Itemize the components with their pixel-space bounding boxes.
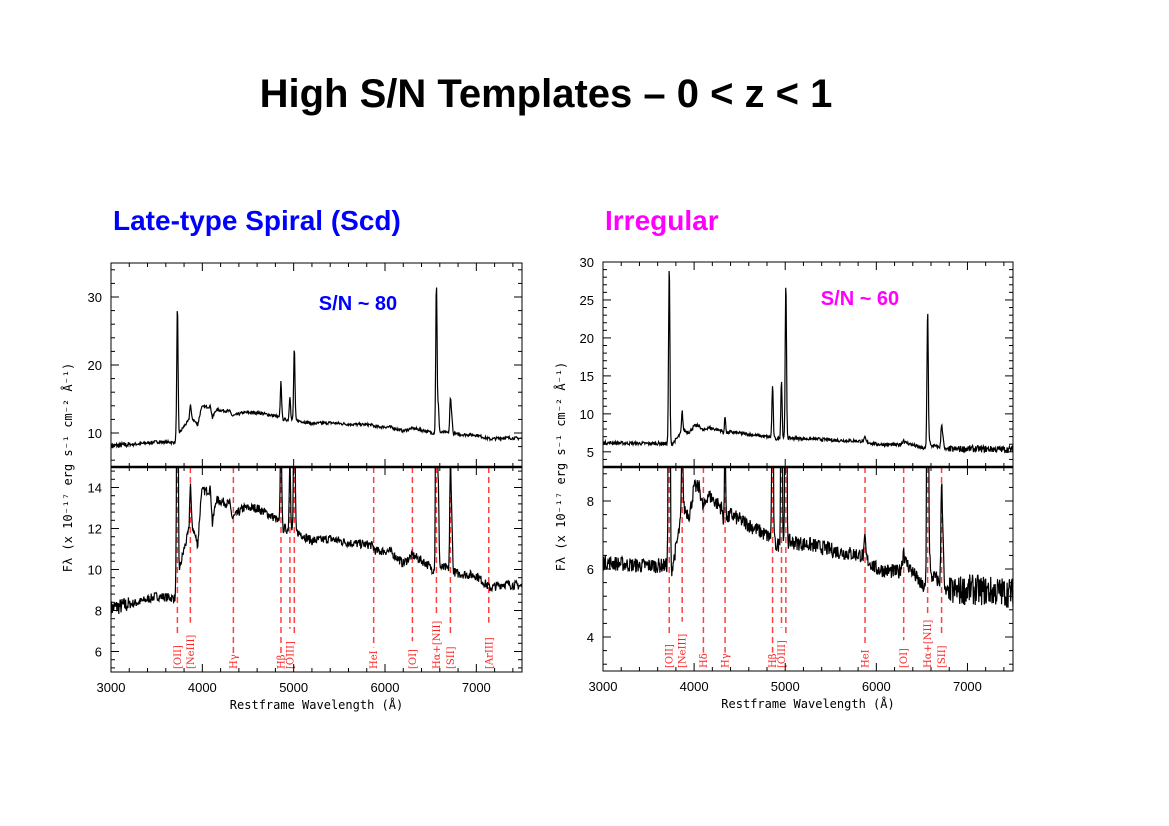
y-tick-label: 30 [580,255,594,270]
line-marker-label: [SII] [937,645,948,668]
x-tick-label: 3000 [589,679,618,694]
line-marker-label: Hγ [229,654,240,669]
bottom-panel-frame [110,466,523,673]
y-tick-label: 6 [587,562,594,577]
line-marker-label: [OIII] [777,640,788,668]
y-axis-label: Fλ (x 10⁻¹⁷ erg s⁻¹ cm⁻² Å⁻¹) [553,362,568,572]
y-tick-label: 8 [587,494,594,509]
bottom-panel-spectrum-line [603,467,1013,608]
left-chart-title: Late-type Spiral (Scd) [113,205,401,236]
line-marker-label: [OII] [173,645,184,669]
x-tick-label: 4000 [188,680,217,695]
y-tick-label: 30 [88,290,102,305]
page-title: High S/N Templates – 0 < z < 1 [259,72,833,116]
y-tick-label: 10 [88,563,102,578]
top-panel-spectrum-line [111,287,522,449]
y-tick-label: 10 [580,407,594,422]
y-tick-label: 8 [95,604,102,619]
line-marker-label: Hβ [768,653,779,668]
line-marker-label: Hα+[NII] [923,620,934,668]
x-tick-label: 7000 [462,680,491,695]
signal-to-noise-label: S/N ~ 80 [319,293,397,315]
line-marker-label: [NeIII] [678,634,689,668]
y-tick-label: 12 [88,522,102,537]
y-axis-label: Fλ (x 10⁻¹⁷ erg s⁻¹ cm⁻² Å⁻¹) [60,363,75,573]
y-tick-label: 15 [580,369,594,384]
y-tick-label: 4 [587,630,594,645]
line-marker-label: [OII] [665,644,676,668]
x-tick-label: 3000 [97,680,126,695]
top-panel-frame [110,262,523,468]
line-marker-label: [NeIII] [186,635,197,669]
y-tick-label: 10 [88,426,102,441]
line-marker-label: [OI] [899,648,910,668]
y-tick-label: 5 [587,445,594,460]
top-panel-frame [602,261,1014,468]
left-spectrum-chart: 10 20 30 [OII] [NeIII] Hγ Hβ[OIII] HeI [OI] Hα+[N… [60,262,523,712]
x-axis-label: Restframe Wavelength (Å) [230,697,403,712]
x-tick-label: 4000 [680,679,709,694]
y-tick-label: 25 [580,293,594,308]
y-tick-label: 20 [88,358,102,373]
line-marker-label: Hδ [699,653,710,668]
line-marker-label: HeI [861,649,872,668]
right-spectrum-chart: 5 10 15 20 25 30 [OII] [NeIII] Hδ Hγ Hβ[OIII] HeI [O… [553,255,1014,711]
x-tick-label: 6000 [371,680,400,695]
line-marker-label: [OIII] [285,641,296,669]
line-marker-label: Hβ [276,654,287,669]
top-panel-spectrum-line [603,270,1013,454]
line-marker-label: [SII] [446,646,457,669]
x-tick-label: 5000 [771,679,800,694]
y-tick-label: 14 [88,481,102,496]
signal-to-noise-label: S/N ~ 60 [821,288,899,310]
line-marker-label: [ArIII] [484,637,495,669]
x-axis-label: Restframe Wavelength (Å) [721,696,894,711]
x-tick-label: 5000 [279,680,308,695]
line-marker-label: HeI [369,650,380,669]
line-marker-label: [OI] [408,649,419,669]
y-tick-label: 6 [95,645,102,660]
y-tick-label: 20 [580,331,594,346]
bottom-panel-spectrum-line [111,467,522,617]
right-chart-title: Irregular [605,205,719,236]
line-marker-label: Hγ [721,653,732,668]
x-tick-label: 7000 [953,679,982,694]
x-tick-label: 6000 [862,679,891,694]
line-marker-label: Hα+[NII] [432,621,443,669]
